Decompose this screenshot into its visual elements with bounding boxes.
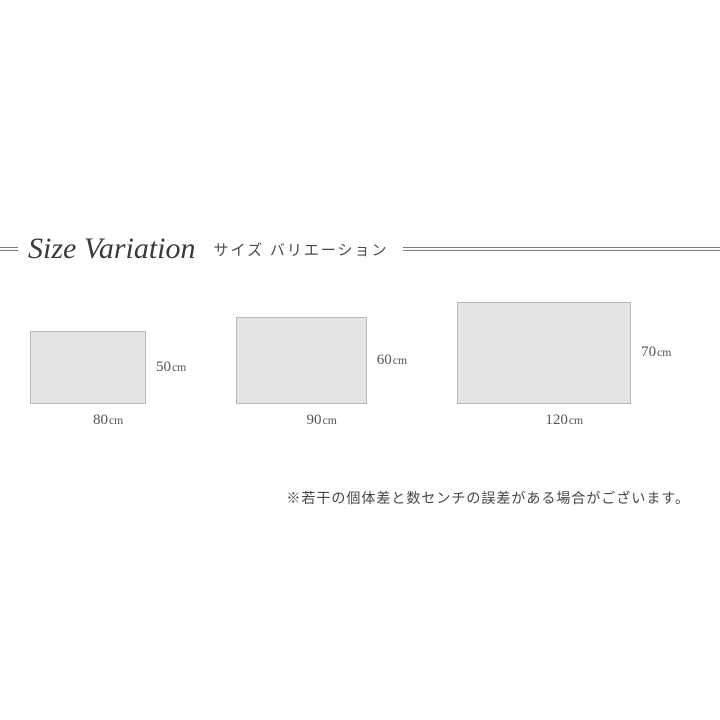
height-label: 50cm — [156, 359, 186, 376]
height-value: 60 — [377, 352, 392, 368]
footnote: ※若干の個体差と数センチの誤差がある場合がございます。 — [286, 488, 690, 508]
size-box — [236, 317, 367, 404]
size-box-row: 70cm — [457, 302, 671, 404]
width-value: 80 — [93, 412, 108, 428]
unit: cm — [109, 414, 123, 427]
size-boxes-row: 50cm80cm60cm90cm70cm120cm — [0, 302, 720, 429]
size-item: 70cm120cm — [457, 302, 671, 429]
size-box — [30, 331, 146, 404]
width-value: 120 — [545, 412, 568, 428]
size-item: 60cm90cm — [236, 317, 407, 429]
height-value: 70 — [641, 344, 656, 360]
unit: cm — [657, 346, 671, 359]
width-value: 90 — [307, 412, 322, 428]
unit: cm — [569, 414, 583, 427]
header-rule-right — [403, 247, 720, 251]
header-rule-left — [0, 247, 18, 251]
size-box-row: 60cm — [236, 317, 407, 404]
size-item: 50cm80cm — [30, 331, 186, 429]
unit: cm — [393, 354, 407, 367]
height-value: 50 — [156, 359, 171, 375]
size-box — [457, 302, 631, 404]
header-row: Size Variation サイズ バリエーション — [0, 232, 720, 266]
title-en: Size Variation — [28, 232, 196, 266]
width-label: 90cm — [256, 412, 387, 429]
title-jp: サイズ バリエーション — [214, 239, 389, 260]
width-label: 120cm — [477, 412, 651, 429]
unit: cm — [323, 414, 337, 427]
height-label: 60cm — [377, 352, 407, 369]
height-label: 70cm — [641, 344, 671, 361]
width-label: 80cm — [50, 412, 166, 429]
unit: cm — [172, 361, 186, 374]
size-box-row: 50cm — [30, 331, 186, 404]
